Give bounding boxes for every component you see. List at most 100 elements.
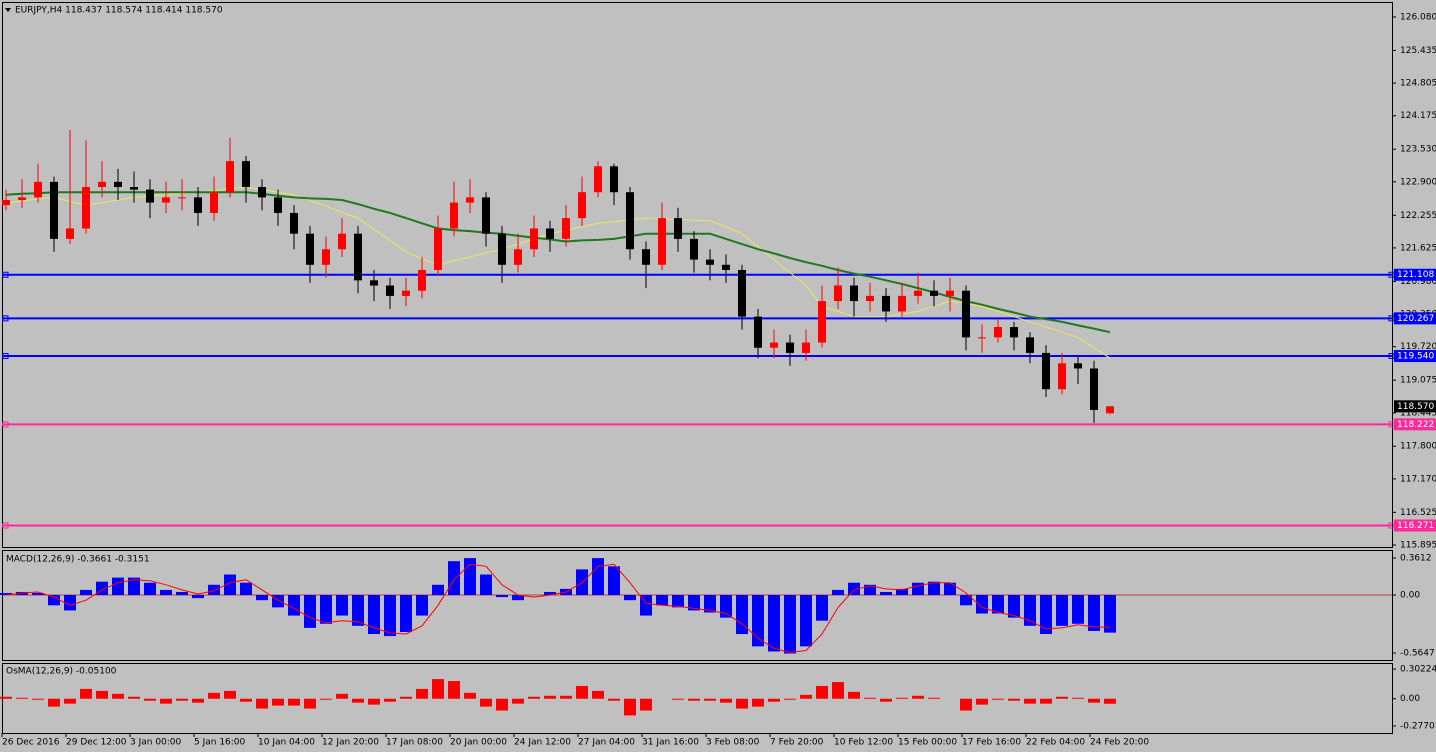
candle-body	[162, 197, 170, 203]
candle-body	[82, 187, 90, 229]
last-price-label: 118.570	[1397, 402, 1434, 412]
candle-body	[1058, 363, 1066, 390]
macd-bar	[816, 595, 828, 621]
osma-bar	[912, 695, 924, 699]
macd-bar	[1072, 595, 1084, 624]
candle-body	[18, 197, 26, 200]
osma-bar	[192, 698, 204, 703]
osma-bar	[1008, 698, 1020, 701]
osma-bar	[1072, 697, 1084, 699]
macd-bar	[464, 558, 476, 596]
osma-bar	[800, 694, 812, 699]
y-tick-label: 119.720	[1400, 342, 1436, 352]
x-tick-label: 3 Jan 00:00	[130, 738, 182, 748]
candle-body	[834, 285, 842, 302]
macd-bar	[1104, 595, 1116, 633]
osma-bar	[1056, 696, 1068, 699]
macd-bar	[336, 595, 348, 616]
candle-body	[706, 259, 714, 265]
osma-bar	[176, 698, 188, 701]
macd-bar	[176, 591, 188, 596]
x-tick-label: 26 Dec 2016	[2, 738, 60, 748]
candle-body	[210, 192, 218, 213]
macd-bar	[592, 558, 604, 596]
osma-bar	[496, 698, 508, 711]
osma-bar	[880, 698, 892, 702]
macd-bar	[208, 584, 220, 596]
candle-body	[322, 249, 330, 265]
osma-bar	[832, 682, 844, 699]
y-tick-label: -0.27701	[1400, 721, 1436, 731]
candle-body	[338, 233, 346, 250]
osma-bar	[144, 698, 156, 701]
osma-bar	[624, 698, 636, 716]
candle-body	[66, 228, 74, 239]
candle-body	[146, 189, 154, 203]
macd-bar	[0, 592, 12, 596]
candle-body	[946, 290, 954, 296]
macd-bar	[752, 595, 764, 647]
osma-bar	[992, 698, 1004, 700]
candle-body	[722, 264, 730, 270]
macd-bar	[64, 595, 76, 611]
macd-bar	[928, 581, 940, 596]
y-tick-label: 117.170	[1400, 474, 1436, 484]
level-label: 121.108	[1397, 270, 1434, 280]
macd-bar	[272, 595, 284, 608]
osma-bar	[704, 698, 716, 701]
y-tick-label: 0.30224	[1400, 665, 1436, 675]
candle-body	[418, 269, 426, 291]
candle-body	[434, 228, 442, 270]
osma-bar	[736, 698, 748, 709]
macd-bar	[608, 566, 620, 596]
macd-bar	[656, 595, 668, 606]
macd-bar	[624, 595, 636, 601]
y-tick-label: 0.3612	[1400, 553, 1432, 563]
y-tick-label: 124.805	[1400, 79, 1436, 89]
x-tick-label: 3 Feb 08:00	[706, 738, 760, 748]
macd-bar	[304, 595, 316, 628]
macd-bar	[944, 582, 956, 596]
osma-bar	[96, 690, 108, 699]
osma-bar	[0, 696, 12, 699]
y-tick-label: 116.525	[1400, 508, 1436, 518]
x-tick-label: 7 Feb 20:00	[770, 738, 824, 748]
candle-body	[226, 161, 234, 193]
osma-bar	[272, 698, 284, 706]
macd-bar	[320, 595, 332, 624]
symbol-menu-arrow[interactable]	[5, 8, 11, 12]
x-tick-label: 24 Jan 12:00	[514, 738, 571, 748]
macd-bar	[1008, 595, 1020, 618]
x-tick-label: 27 Jan 04:00	[578, 738, 635, 748]
macd-bar	[240, 582, 252, 596]
macd-bar	[544, 591, 556, 596]
candle-body	[770, 342, 778, 348]
level-label: 118.222	[1397, 420, 1434, 430]
candle-body	[34, 181, 42, 198]
osma-bar	[848, 691, 860, 699]
macd-bar	[144, 582, 156, 596]
candle-body	[626, 192, 634, 250]
macd-bar	[80, 589, 92, 596]
osma-bar	[1104, 698, 1116, 704]
osma-bar	[64, 698, 76, 704]
level-label-box	[1394, 418, 1436, 431]
last-price-box	[1394, 400, 1436, 413]
osma-bar	[512, 698, 524, 704]
candle-body	[546, 228, 554, 239]
macd-bar	[224, 574, 236, 596]
candle-body	[178, 197, 186, 199]
candle-body	[930, 290, 938, 296]
macd-bar	[512, 595, 524, 601]
candle-body	[514, 249, 522, 265]
y-tick-label: 123.530	[1400, 145, 1436, 155]
level-label: 120.267	[1397, 314, 1434, 324]
candle-body	[786, 342, 794, 353]
x-tick-label: 20 Jan 00:00	[450, 738, 507, 748]
osma-bar	[608, 698, 620, 701]
osma-bar	[384, 698, 396, 702]
candle-body	[290, 212, 298, 234]
osma-bar	[784, 698, 796, 700]
x-tick-label: 24 Feb 20:00	[1090, 738, 1149, 748]
